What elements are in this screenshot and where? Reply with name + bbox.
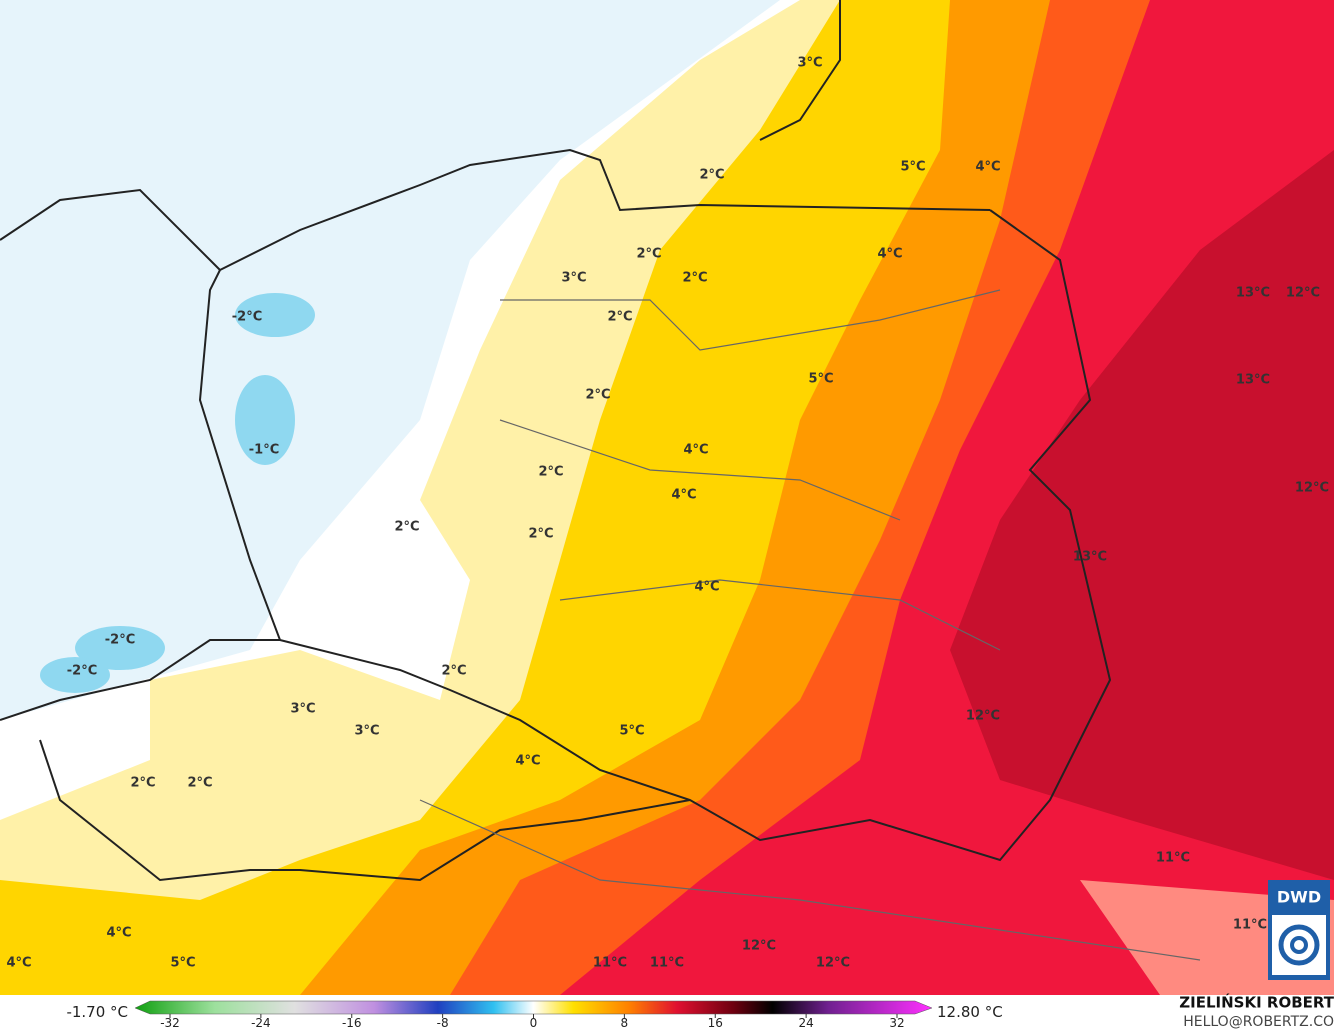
temperature-label: 4°C <box>694 580 719 595</box>
colorbar-max: 12.80 °C <box>937 1003 1003 1021</box>
temperature-label: 2°C <box>187 776 212 791</box>
colorbar-tick-label: 0 <box>530 1016 538 1030</box>
map-background <box>0 0 1334 995</box>
temperature-label: 2°C <box>636 247 661 262</box>
temperature-label: 13°C <box>1236 286 1270 301</box>
temperature-label: 13°C <box>1073 550 1107 565</box>
author: ZIELIŃSKI ROBERT <box>1179 993 1334 1012</box>
temperature-label: 4°C <box>515 754 540 769</box>
colorbar <box>134 1000 933 1015</box>
temperature-label: 11°C <box>650 956 684 971</box>
email: HELLO@ROBERTZ.CO <box>1183 1014 1334 1030</box>
temperature-label: 11°C <box>1233 918 1267 933</box>
temperature-label: -2°C <box>232 310 262 325</box>
colorbar-ticks: -32 -24 -16 -8 0 8 16 24 32 <box>160 1014 905 1030</box>
temperature-label: 4°C <box>671 488 696 503</box>
colorbar-tick-label: 24 <box>798 1016 813 1030</box>
temperature-label: 4°C <box>106 926 131 941</box>
temperature-label: 13°C <box>1236 373 1270 388</box>
temperature-label: -2°C <box>105 633 135 648</box>
temperature-label: 12°C <box>1295 481 1329 496</box>
temperature-label: -2°C <box>67 664 97 679</box>
colorbar-tick-label: -24 <box>251 1016 271 1030</box>
temperature-label: 2°C <box>441 664 466 679</box>
colorbar-tick-label: -8 <box>437 1016 449 1030</box>
temperature-label: 2°C <box>585 388 610 403</box>
colorbar-tick-label: -32 <box>160 1016 180 1030</box>
temperature-label: 2°C <box>538 465 563 480</box>
logo-text: DWD <box>1277 888 1321 907</box>
temperature-label: 12°C <box>1286 286 1320 301</box>
temperature-label: 5°C <box>900 160 925 175</box>
temperature-labels: 3°C 5°C 4°C 2°C 2°C 4°C 3°C 2°C 13°C 12°C -2°C 2°C 5… <box>6 56 1329 971</box>
temperature-label: 11°C <box>593 956 627 971</box>
dwd-logo: DWD <box>1268 880 1330 980</box>
temperature-label: 2°C <box>682 271 707 286</box>
temperature-label: 2°C <box>394 520 419 535</box>
colorbar-tick-label: 8 <box>621 1016 629 1030</box>
temperature-label: 3°C <box>354 724 379 739</box>
colorbar-tick-label: 16 <box>708 1016 723 1030</box>
temperature-label: 2°C <box>528 527 553 542</box>
temperature-label: 3°C <box>290 702 315 717</box>
temperature-label: 4°C <box>6 956 31 971</box>
temperature-label: 4°C <box>877 247 902 262</box>
temperature-label: 11°C <box>1156 851 1190 866</box>
temperature-label: 2°C <box>130 776 155 791</box>
temperature-label: 4°C <box>683 443 708 458</box>
temperature-label: 3°C <box>797 56 822 71</box>
temperature-label: 5°C <box>808 372 833 387</box>
colorbar-min: -1.70 °C <box>66 1003 128 1021</box>
temperature-label: 5°C <box>170 956 195 971</box>
temperature-label: 5°C <box>619 724 644 739</box>
temperature-label: 4°C <box>975 160 1000 175</box>
borders <box>0 0 1201 961</box>
colorbar-tick-label: -16 <box>342 1016 362 1030</box>
temperature-label: 12°C <box>816 956 850 971</box>
temperature-label: 2°C <box>607 310 632 325</box>
colorbar-tick-label: 32 <box>889 1016 904 1030</box>
temperature-label: 12°C <box>742 939 776 954</box>
temperature-label: -1°C <box>249 443 279 458</box>
temperature-label: 12°C <box>966 709 1000 724</box>
temperature-label: 2°C <box>699 168 724 183</box>
temperature-label: 3°C <box>561 271 586 286</box>
